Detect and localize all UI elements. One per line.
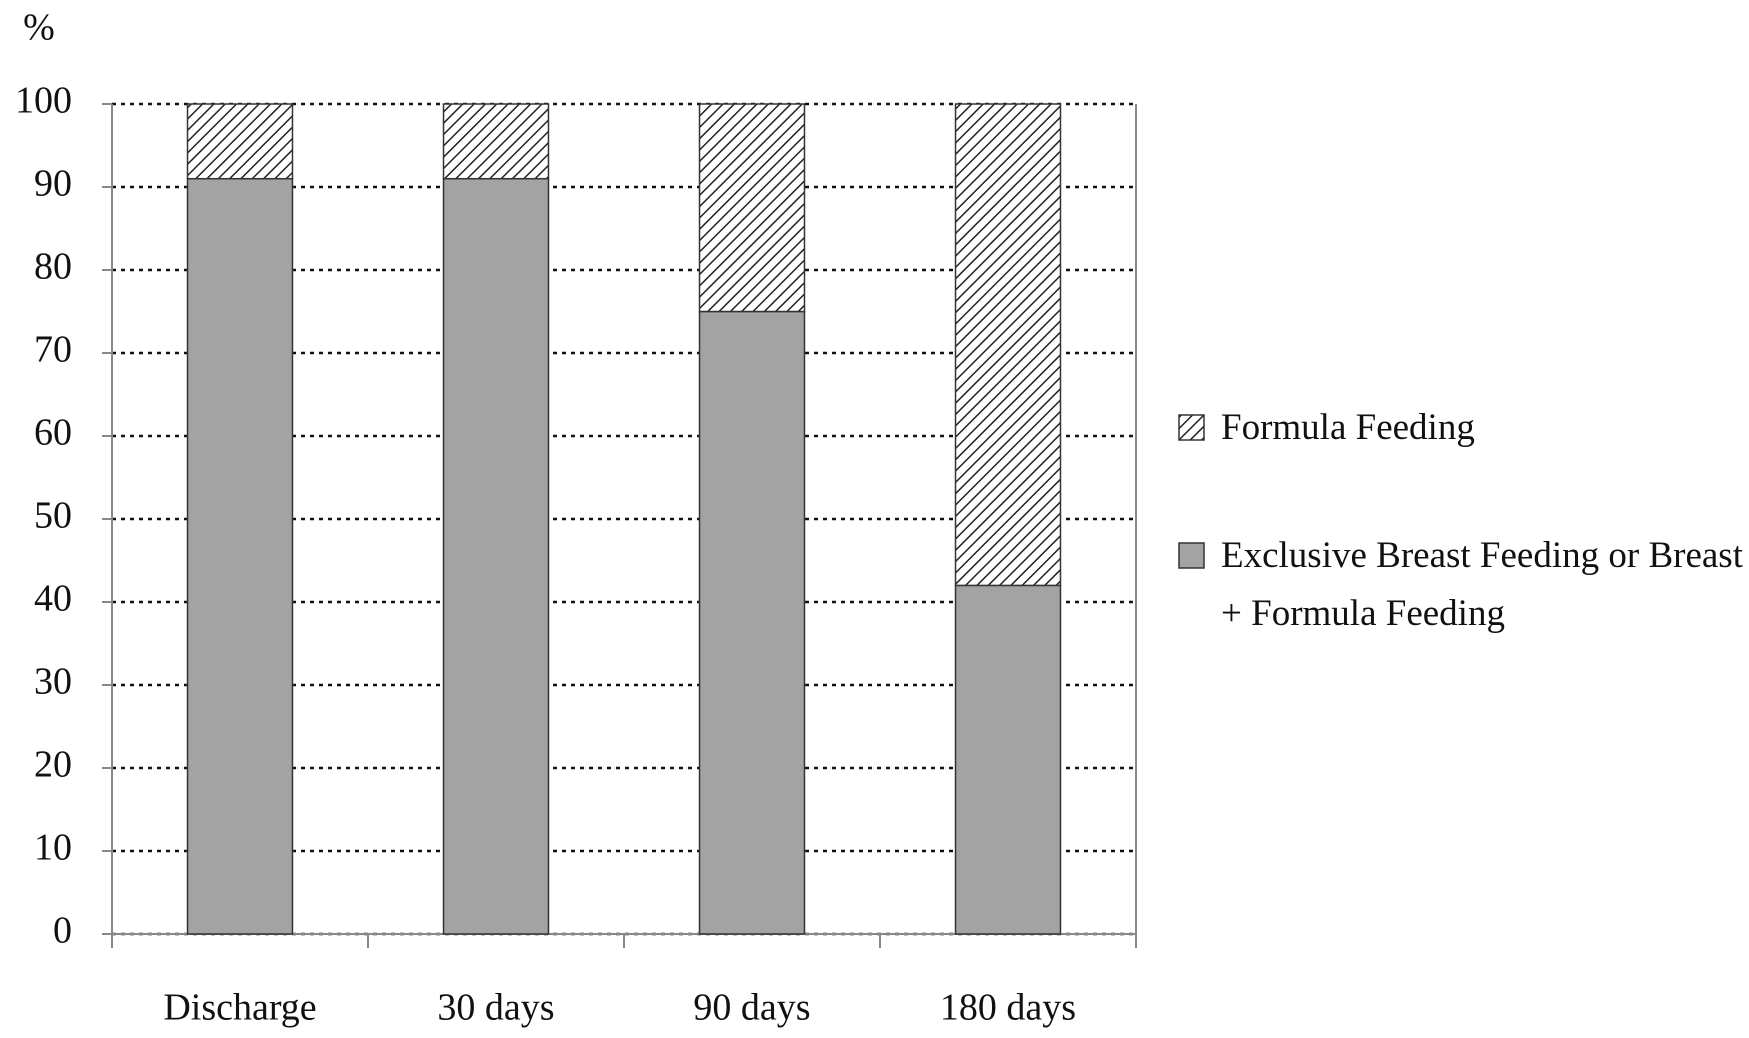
y-tick-label: 70: [34, 329, 72, 371]
y-tick-label: 100: [15, 80, 72, 122]
legend-swatch: [1179, 415, 1204, 440]
y-axis-label: %: [23, 7, 55, 49]
y-tick-label: 90: [34, 163, 72, 205]
legend-swatch: [1179, 543, 1204, 568]
x-tick-label: Discharge: [163, 987, 316, 1029]
bar-segment: [956, 104, 1061, 585]
y-tick-label: 50: [34, 495, 72, 537]
bar-segment: [956, 585, 1061, 934]
x-tick-label: 30 days: [437, 987, 554, 1029]
bar-segment: [444, 104, 549, 179]
bar-segment: [188, 179, 293, 934]
x-tick-label: 90 days: [693, 987, 810, 1029]
y-tick-label: 10: [34, 827, 72, 869]
y-tick-label: 60: [34, 412, 72, 454]
page: % 0 10 20 30 40 50 60 70 80 90 100 Discharge 30 days…: [0, 0, 1749, 1038]
bar-segment: [700, 104, 805, 312]
y-tick-label: 80: [34, 246, 72, 288]
y-tick-label: 30: [34, 661, 72, 703]
legend-label: Formula Feeding: [1221, 399, 1747, 457]
bar-segment: [444, 179, 549, 934]
bar-segment: [188, 104, 293, 179]
chart: % 0 10 20 30 40 50 60 70 80 90 100 Discharge 30 days…: [0, 0, 1749, 1038]
legend-label: Exclusive Breast Feeding or Breast + For…: [1221, 527, 1747, 643]
y-tick-label: 0: [53, 910, 72, 952]
y-tick-label: 40: [34, 578, 72, 620]
y-tick-label: 20: [34, 744, 72, 786]
bar-segment: [700, 312, 805, 935]
x-tick-label: 180 days: [940, 987, 1076, 1029]
